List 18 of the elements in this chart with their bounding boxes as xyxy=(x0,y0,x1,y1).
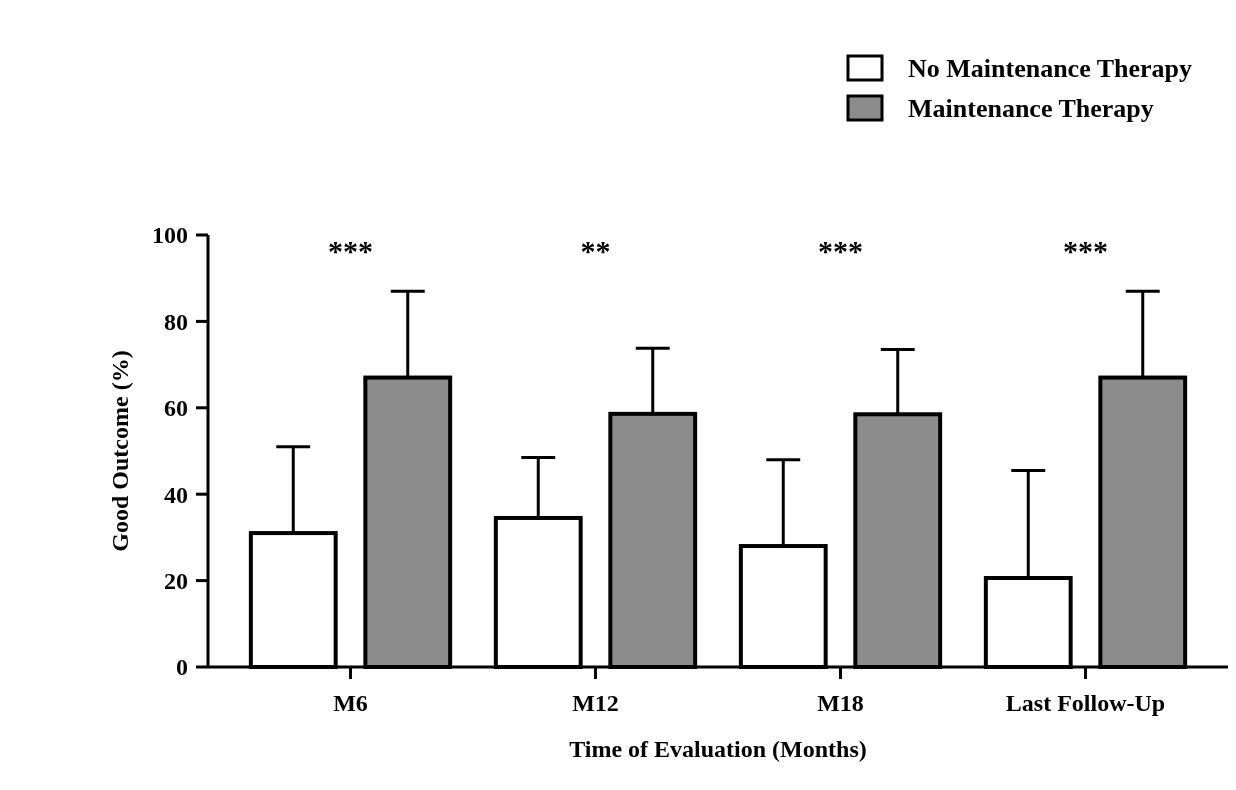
y-tick-label: 40 xyxy=(164,481,188,508)
x-tick-label: M6 xyxy=(333,690,368,716)
legend-label: Maintenance Therapy xyxy=(908,94,1154,124)
y-axis-title: Good Outcome (%) xyxy=(107,350,133,552)
annotation: *** xyxy=(328,234,373,267)
annotation: *** xyxy=(818,234,863,267)
x-tick-label: M18 xyxy=(817,690,864,716)
y-tick-label: 20 xyxy=(164,568,188,594)
x-tick-label: M12 xyxy=(572,690,619,716)
legend-label: No Maintenance Therapy xyxy=(908,54,1193,84)
y-tick-label: 0 xyxy=(176,654,188,681)
y-tick-label: 60 xyxy=(164,395,188,422)
x-axis-title: Time of Evaluation (Months) xyxy=(569,736,867,762)
x-tick-label: Last Follow-Up xyxy=(1005,690,1166,716)
y-tick-label: 100 xyxy=(152,222,188,249)
y-tick-label: 80 xyxy=(164,308,188,335)
annotation: ** xyxy=(580,234,611,267)
annotation: *** xyxy=(1063,234,1108,267)
